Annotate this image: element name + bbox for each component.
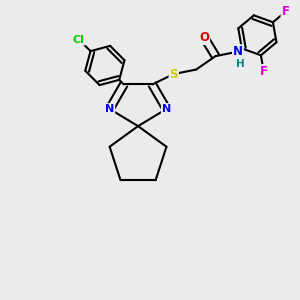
Text: F: F: [260, 65, 268, 78]
Text: N: N: [162, 104, 171, 114]
Text: S: S: [169, 68, 178, 80]
Text: O: O: [199, 31, 209, 44]
Text: N: N: [233, 45, 243, 58]
Text: H: H: [236, 59, 245, 69]
Text: Cl: Cl: [73, 34, 85, 44]
Text: F: F: [281, 5, 290, 18]
Text: N: N: [105, 104, 114, 114]
